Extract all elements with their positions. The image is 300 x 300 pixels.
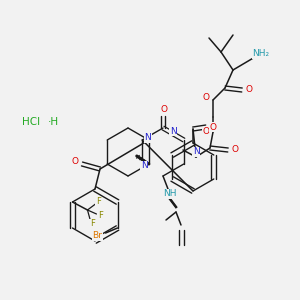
Text: O: O — [202, 94, 209, 103]
Text: O: O — [160, 104, 167, 113]
Text: N: N — [170, 127, 177, 136]
Text: O: O — [245, 85, 253, 94]
Text: F: F — [96, 197, 101, 206]
Text: O: O — [71, 158, 79, 166]
Text: O: O — [209, 122, 217, 131]
Text: Br: Br — [93, 232, 103, 241]
Text: NH₂: NH₂ — [252, 50, 270, 58]
Text: HCl: HCl — [22, 117, 40, 127]
Text: O: O — [202, 128, 209, 136]
Text: N: N — [141, 161, 148, 170]
Text: O: O — [232, 146, 238, 154]
Text: NH: NH — [163, 190, 177, 199]
Text: N: N — [193, 148, 200, 157]
Text: F: F — [90, 220, 95, 229]
Text: N: N — [144, 134, 151, 142]
Text: F: F — [98, 211, 103, 220]
Text: ·H: ·H — [48, 117, 59, 127]
